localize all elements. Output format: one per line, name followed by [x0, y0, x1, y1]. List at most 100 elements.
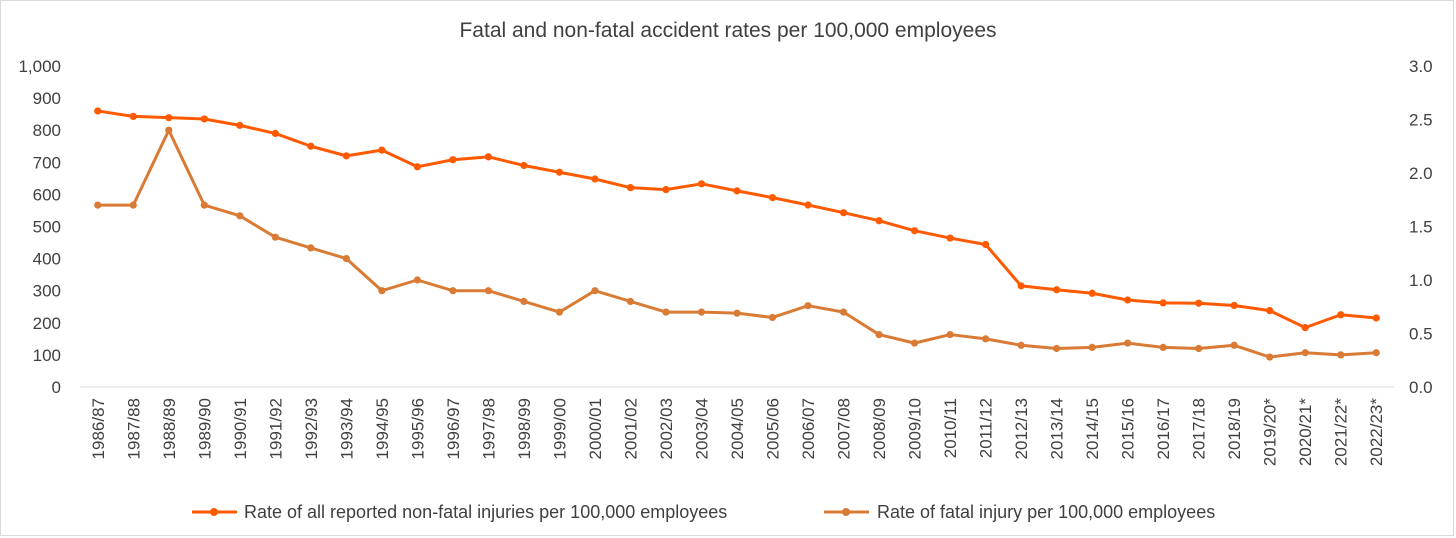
data-point — [1159, 299, 1167, 307]
data-point — [946, 234, 954, 242]
data-point — [1195, 344, 1203, 353]
x-tick-label: 2016/17 — [1154, 398, 1173, 459]
x-tick-label: 1995/96 — [408, 398, 427, 459]
data-point — [1053, 344, 1061, 353]
data-point — [378, 146, 386, 154]
x-tick-label: 2021/22* — [1332, 398, 1351, 466]
data-point — [200, 115, 208, 123]
x-tick-label: 2022/23* — [1367, 398, 1386, 466]
data-point — [981, 240, 990, 249]
y-axis-left: 0 100 200 300 400 500 600 700 800 900 1,000 — [18, 57, 61, 397]
data-point — [129, 201, 137, 209]
data-point — [1266, 353, 1274, 361]
y-right-tick-label: 3.0 — [1409, 57, 1433, 76]
series-fatal — [94, 126, 1380, 361]
x-tick-label: 2007/08 — [835, 398, 854, 459]
y-right-tick-label: 2.5 — [1409, 111, 1433, 130]
data-point — [520, 297, 528, 305]
data-point — [271, 129, 279, 138]
data-point — [236, 121, 244, 129]
data-point — [768, 194, 777, 202]
data-point — [910, 339, 919, 347]
chart-title: Fatal and non-fatal accident rates per 1… — [459, 19, 996, 42]
data-point — [342, 152, 350, 160]
x-tick-label: 1988/89 — [160, 398, 179, 459]
y-right-tick-label: 1.0 — [1409, 271, 1433, 290]
data-point — [697, 308, 706, 316]
y-left-tick-label: 1,000 — [18, 57, 61, 76]
data-point — [1230, 301, 1238, 310]
legend-label-non-fatal: Rate of all reported non-fatal injuries … — [244, 502, 727, 522]
x-tick-label: 1990/91 — [231, 398, 250, 459]
data-point — [413, 163, 421, 171]
x-tick-label: 2005/06 — [764, 398, 783, 459]
x-tick-label: 2001/02 — [621, 398, 640, 459]
x-axis: 1986/87 1987/88 1988/89 1989/90 1990/91 1991/… — [89, 398, 1386, 466]
x-tick-label: 2018/19 — [1225, 398, 1244, 459]
data-point — [804, 302, 812, 310]
x-tick-label: 1997/98 — [479, 398, 498, 459]
data-point — [1159, 343, 1167, 352]
data-point — [1088, 289, 1096, 297]
y-left-tick-label: 700 — [33, 153, 61, 172]
y-left-tick-label: 200 — [33, 314, 61, 333]
x-tick-label: 2012/13 — [1012, 398, 1031, 459]
x-tick-label: 2017/18 — [1190, 398, 1209, 459]
data-point — [307, 142, 315, 150]
x-tick-label: 2014/15 — [1083, 398, 1102, 459]
data-point — [1088, 343, 1096, 352]
data-point — [1017, 341, 1025, 349]
x-tick-label: 1986/87 — [89, 398, 108, 459]
data-point — [94, 107, 102, 115]
x-tick-label: 2020/21* — [1296, 398, 1315, 466]
x-tick-label: 2004/05 — [728, 398, 747, 459]
data-point — [165, 114, 173, 122]
x-tick-label: 1996/97 — [444, 398, 463, 459]
x-tick-label: 2009/10 — [906, 398, 925, 459]
legend-item-fatal: Rate of fatal injury per 100,000 employe… — [824, 502, 1215, 522]
x-tick-label: 2010/11 — [941, 398, 960, 458]
y-right-tick-label: 2.0 — [1409, 164, 1433, 183]
data-point — [1372, 314, 1380, 322]
x-tick-label: 2006/07 — [799, 398, 818, 459]
legend-item-non-fatal: Rate of all reported non-fatal injuries … — [192, 502, 727, 522]
x-tick-label: 1987/88 — [124, 398, 143, 459]
data-point — [697, 180, 706, 188]
data-point — [1124, 339, 1132, 347]
x-tick-label: 1994/95 — [373, 398, 392, 459]
x-tick-label: 2015/16 — [1119, 398, 1138, 459]
y-left-tick-label: 0 — [52, 378, 61, 397]
y-right-tick-label: 0.0 — [1409, 378, 1433, 397]
y-left-tick-label: 100 — [33, 346, 61, 365]
data-point — [1230, 341, 1238, 349]
data-point — [1372, 349, 1380, 357]
data-point — [981, 335, 990, 343]
y-left-tick-label: 800 — [33, 121, 61, 140]
data-point — [271, 233, 279, 241]
data-point — [484, 287, 493, 295]
data-point — [1301, 349, 1309, 357]
data-point — [236, 212, 244, 220]
data-point — [449, 156, 457, 164]
data-point — [591, 175, 599, 183]
x-tick-label: 1993/94 — [337, 398, 356, 459]
y-axis-right: 0.0 0.5 1.0 1.5 2.0 2.5 3.0 — [1409, 57, 1433, 397]
data-point — [1053, 286, 1061, 294]
legend-label-fatal: Rate of fatal injury per 100,000 employe… — [877, 502, 1215, 522]
data-point — [875, 217, 883, 225]
data-point — [839, 209, 848, 217]
data-point — [946, 330, 954, 339]
data-point — [804, 201, 812, 209]
data-point — [1124, 296, 1132, 304]
data-point — [520, 161, 528, 170]
data-point — [768, 313, 777, 322]
y-right-tick-label: 1.5 — [1409, 218, 1433, 237]
y-left-tick-label: 900 — [33, 89, 61, 108]
data-point — [200, 201, 208, 209]
plot-area — [94, 107, 1380, 361]
y-right-tick-label: 0.5 — [1409, 325, 1433, 344]
y-left-tick-label: 500 — [33, 218, 61, 237]
